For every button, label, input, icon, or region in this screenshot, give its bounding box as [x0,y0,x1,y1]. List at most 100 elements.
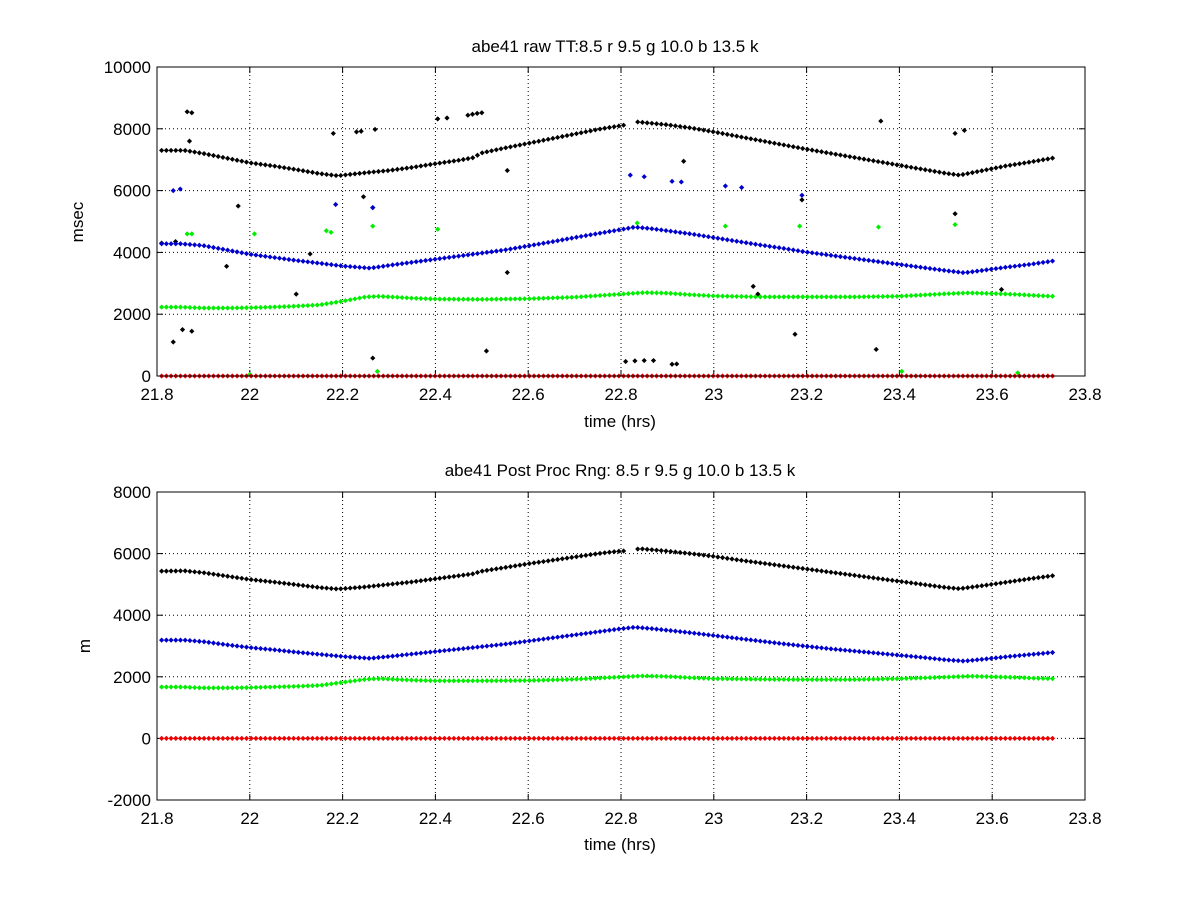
bottom-chart-point [795,735,801,741]
top-chart-outlier-point [674,361,680,367]
bottom-chart-point [983,656,990,662]
bottom-chart-point [342,585,349,592]
bottom-chart-point [800,565,806,572]
bottom-chart-point [408,579,415,585]
top-chart-point [658,290,664,296]
bottom-chart-point [639,673,646,679]
bottom-chart-point [955,735,961,741]
top-chart-point [701,127,707,133]
top-chart-outlier-point [479,110,485,116]
bottom-chart-point [809,567,815,573]
top-chart-point [262,253,268,259]
top-chart-point [649,290,655,296]
bottom-chart-point [573,735,580,741]
top-chart-point [1040,293,1046,299]
bottom-chart-point [616,626,622,632]
bottom-chart-point [309,683,316,689]
top-chart-point [809,147,815,153]
bottom-chart-point [291,735,297,741]
top-chart-point [267,304,273,310]
bottom-chart-point [460,572,466,578]
bottom-chart-point [762,560,768,567]
top-chart-point [550,295,556,301]
top-chart-point [182,241,188,247]
bottom-chart-point [851,572,858,578]
bottom-chart-point [333,653,339,659]
top-chart-point [1040,157,1046,163]
bottom-chart-point [418,578,424,584]
bottom-chart-point [423,649,429,656]
top-chart-point [276,304,283,310]
bottom-chart-point [630,624,636,631]
bottom-chart-point [710,632,716,639]
bottom-chart-point [814,567,820,573]
top-chart-point [597,292,603,299]
top-chart-point [385,262,391,269]
bottom-chart-point [847,648,853,654]
bottom-chart-point [507,678,514,684]
top-chart-point [220,305,226,311]
top-chart-point [884,260,891,266]
bottom-chart-point [913,675,919,681]
bottom-chart-point [672,628,679,634]
bottom-chart-point [842,735,848,741]
top-chart-point [969,290,975,296]
top-chart-point [899,163,905,169]
top-chart-point [201,305,207,311]
bottom-chart-point [474,678,481,684]
bottom-chart-point [705,735,712,741]
top-chart-point [630,290,636,296]
bottom-chart-point [1045,735,1051,741]
top-chart-point [333,262,339,268]
bottom-chart-point [903,653,909,659]
top-chart-point [1012,161,1018,168]
top-chart-x-tick-label: 22 [240,385,259,404]
bottom-chart-point [965,735,971,741]
top-chart-outlier-point [353,129,360,135]
top-chart-point [767,243,773,249]
top-chart-point [324,301,330,307]
top-chart-point [418,295,424,302]
bottom-chart-point [917,675,924,681]
top-chart-point [182,304,188,310]
bottom-chart-point [649,626,655,632]
bottom-chart-point [583,735,589,741]
bottom-chart-point [517,735,523,741]
top-chart-point [1002,291,1008,297]
bottom-chart-point [1031,675,1037,681]
top-chart-point [215,305,221,311]
top-chart-point [404,295,410,301]
bottom-chart-point [319,735,325,741]
top-chart-point [253,252,259,258]
top-chart-series-1 [159,172,1056,276]
top-chart-point [602,292,608,298]
bottom-chart-point [531,560,537,566]
bottom-chart-point [776,640,782,646]
top-chart-point [385,294,391,300]
top-chart-point [587,293,594,299]
bottom-chart-point [503,641,509,647]
bottom-chart-point [347,678,353,684]
bottom-chart-point [677,549,683,556]
top-chart-point [644,225,650,231]
top-chart-point [715,293,721,299]
bottom-chart-point [536,637,542,643]
bottom-chart-point [309,651,316,657]
top-chart-point [658,227,664,233]
bottom-chart-point [743,636,749,642]
bottom-chart-point [950,735,957,741]
top-chart-point [234,157,240,163]
bottom-chart-point [456,735,462,741]
bottom-chart-point [602,675,608,681]
bottom-chart-point [870,575,877,581]
top-chart-point [1012,263,1018,269]
top-chart-point [955,269,961,275]
bottom-chart-point [479,735,485,741]
top-chart-point [404,165,410,171]
top-chart-point [785,294,792,300]
top-chart-point [210,244,217,251]
top-chart-point [993,165,999,171]
bottom-chart-point [757,560,763,566]
top-chart-point [1016,292,1023,298]
top-chart-point [427,161,433,168]
